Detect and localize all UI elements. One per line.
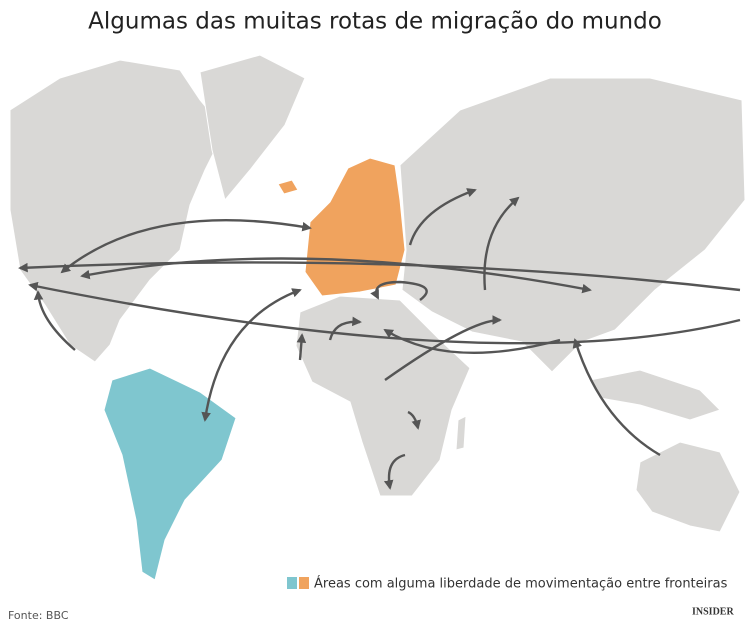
route [60,218,312,274]
route [384,315,502,381]
asia [399,77,746,373]
southeast-asia [589,369,721,421]
route [328,316,362,341]
route [572,338,661,457]
route [18,261,741,292]
madagascar [455,415,467,451]
route [383,453,406,490]
route [407,410,421,430]
africa [295,295,471,497]
iceland [277,179,299,195]
europe [304,157,406,297]
legend-label: Áreas com alguma liberdade de movimentaç… [314,576,728,592]
north-america [9,59,226,363]
world-map [9,54,746,581]
greenland [199,54,306,202]
route [370,280,428,301]
legend-swatch [299,577,309,589]
route [408,188,477,246]
route [28,281,741,345]
route [33,290,76,351]
australia [635,441,741,533]
south-america [103,367,237,581]
title: Algumas das muitas rotas de migração do … [88,9,662,35]
legend-swatch [287,577,297,589]
source: Fonte: BBC [8,609,69,622]
route [201,288,302,422]
migration-routes [18,188,741,490]
route [80,257,592,294]
route [483,196,520,291]
route [383,328,561,355]
route [296,333,307,361]
logo: INSIDER [692,606,734,617]
